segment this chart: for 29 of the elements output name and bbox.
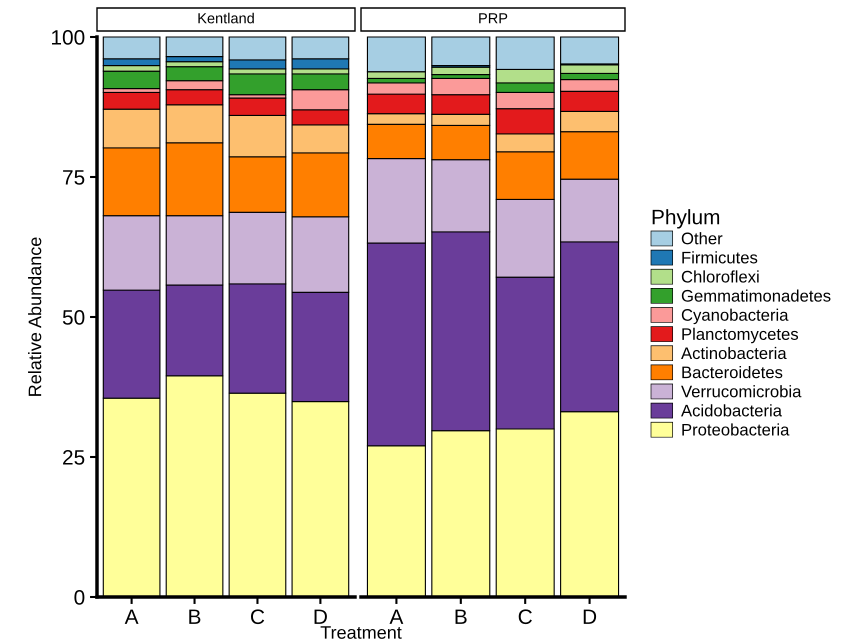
y-tick-label: 25 [63, 450, 84, 465]
x-tick-label: A [390, 610, 404, 624]
legend-label: Firmicutes [682, 251, 758, 264]
y-tick-label: 0 [74, 590, 84, 605]
legend-label: Bacteroidetes [682, 366, 782, 378]
y-tick-label: 50 [62, 310, 84, 325]
y-axis-title: Relative Abundance [28, 237, 42, 396]
chart-title: PRP [479, 13, 508, 24]
x-tick-label: C [518, 609, 532, 624]
legend-label: Proteobacteria [682, 423, 790, 436]
x-tick-label: C [251, 609, 264, 624]
x-axis-title: Treatment [320, 626, 402, 639]
y-tick-label: 75 [63, 170, 84, 185]
legend-label: Other [682, 232, 722, 244]
x-tick-label: B [189, 610, 200, 624]
legend-label: Acidobacteria [681, 404, 782, 416]
y-tick-label: 100 [52, 30, 84, 45]
x-tick-label: A [124, 610, 139, 624]
legend-label: Gemmatimonadetes [682, 289, 830, 302]
x-tick-label: D [314, 610, 327, 624]
chart-title: Kentland [198, 12, 254, 24]
legend-label: Verrucomicrobia [681, 385, 802, 398]
legend-label: Planctomycetes [682, 328, 798, 344]
legend-title: Phylum [652, 209, 720, 229]
legend-label: Chloroflexi [682, 270, 759, 283]
legend-label: Actinobacteria [681, 346, 787, 360]
legend-label: Cyanobacteria [682, 308, 788, 324]
x-tick-label: B [456, 610, 467, 624]
x-tick-label: D [584, 610, 596, 624]
